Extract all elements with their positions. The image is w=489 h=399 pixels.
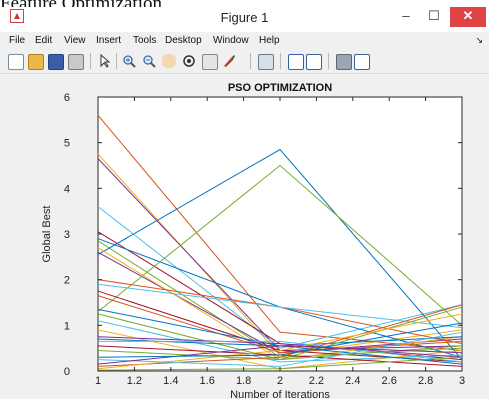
y-tick-label: 2 [64, 275, 70, 287]
menu-file[interactable]: File [9, 35, 26, 46]
y-tick-label: 0 [64, 366, 70, 378]
new-figure-icon[interactable] [8, 54, 24, 70]
colorbar-icon[interactable] [288, 54, 304, 70]
toolbar-separator [250, 53, 251, 69]
series-line-25 [97, 304, 463, 367]
x-tick-label: 2.6 [382, 375, 397, 387]
zoom-in-icon[interactable] [122, 54, 136, 68]
toolbar [0, 49, 489, 74]
menu-tools[interactable]: Tools [133, 35, 157, 46]
series-line-27 [97, 331, 463, 367]
data-cursor-icon[interactable] [202, 54, 218, 70]
x-axis-label: Number of Iterations [230, 389, 330, 399]
toolbar-separator [328, 53, 329, 69]
menu-bar: File Edit View Insert Tools Desktop Wind… [0, 32, 489, 49]
y-tick-label: 6 [64, 92, 70, 104]
x-tick-label: 3 [459, 375, 465, 387]
x-tick-label: 1.8 [236, 375, 251, 387]
series-line-18 [97, 320, 463, 363]
menu-overflow-icon[interactable]: ↘ [475, 35, 483, 45]
save-icon[interactable] [48, 54, 64, 70]
series-line-15 [97, 295, 463, 354]
x-tick-label: 1 [95, 375, 101, 387]
series-line-9 [97, 148, 463, 360]
series-line-29 [97, 322, 463, 358]
window-title: Figure 1 [220, 10, 269, 25]
print-icon[interactable] [68, 54, 84, 70]
menu-help[interactable]: Help [259, 35, 280, 46]
tick-layer: 1 1.2 1.4 1.6 1.8 2 2.2 2.4 2.6 2.8 3 0 1 2 3 4 5 6 [64, 92, 465, 387]
toolbar-separator [280, 53, 281, 69]
y-tick-label: 4 [64, 183, 70, 195]
x-tick-label: 1.6 [200, 375, 215, 387]
series-line-13 [97, 283, 463, 329]
legend-icon[interactable] [306, 54, 322, 70]
close-button[interactable]: ✕ [450, 7, 486, 27]
title-bar: Figure 1 – ☐ ✕ [0, 7, 489, 31]
y-tick-label: 1 [64, 320, 70, 332]
series-line-26 [97, 313, 463, 370]
menu-view[interactable]: View [64, 35, 86, 46]
menu-edit[interactable]: Edit [35, 35, 53, 46]
open-file-icon[interactable] [28, 54, 44, 70]
maximize-button[interactable]: ☐ [428, 8, 440, 23]
x-tick-label: 2.8 [418, 375, 433, 387]
menu-desktop[interactable]: Desktop [165, 35, 202, 46]
figure-canvas: 1 1.2 1.4 1.6 1.8 2 2.2 2.4 2.6 2.8 3 0 1 2 3 4 5 6 PSO O… [0, 74, 489, 399]
x-tick-label: 2.4 [345, 375, 360, 387]
plot-area [97, 96, 463, 372]
matlab-app-icon [10, 9, 24, 23]
toolbar-separator [90, 53, 91, 69]
x-tick-label: 1.4 [163, 375, 178, 387]
show-plot-tools-icon[interactable] [354, 54, 370, 70]
x-tick-label: 2 [277, 375, 283, 387]
menu-window[interactable]: Window [213, 35, 249, 46]
rotate-3d-icon[interactable] [182, 54, 196, 68]
zoom-out-icon[interactable] [142, 54, 156, 68]
y-tick-label: 5 [64, 138, 70, 150]
series-line-22 [98, 340, 463, 363]
pan-hand-icon[interactable] [162, 54, 176, 68]
series-layer [97, 114, 463, 371]
y-tick-label: 3 [64, 229, 70, 241]
series-line-10 [97, 164, 463, 326]
link-plot-icon[interactable] [258, 54, 274, 70]
toolbar-separator [116, 53, 117, 69]
minimize-button[interactable]: – [402, 8, 410, 23]
series-line-4 [97, 206, 463, 349]
chart-title: PSO OPTIMIZATION [228, 82, 332, 94]
pso-line-chart: 1 1.2 1.4 1.6 1.8 2 2.2 2.4 2.6 2.8 3 0 1 2 3 4 5 6 PSO O… [41, 82, 465, 399]
x-tick-label: 1.2 [127, 375, 142, 387]
y-axis-label: Global Best [41, 206, 53, 263]
x-tick-label: 2.2 [309, 375, 324, 387]
menu-insert[interactable]: Insert [96, 35, 122, 46]
select-arrow-icon[interactable] [98, 54, 112, 68]
hide-plot-tools-icon[interactable] [336, 54, 352, 70]
brush-icon[interactable] [222, 54, 236, 68]
series-line-28 [97, 345, 463, 365]
series-line-20 [97, 336, 463, 358]
